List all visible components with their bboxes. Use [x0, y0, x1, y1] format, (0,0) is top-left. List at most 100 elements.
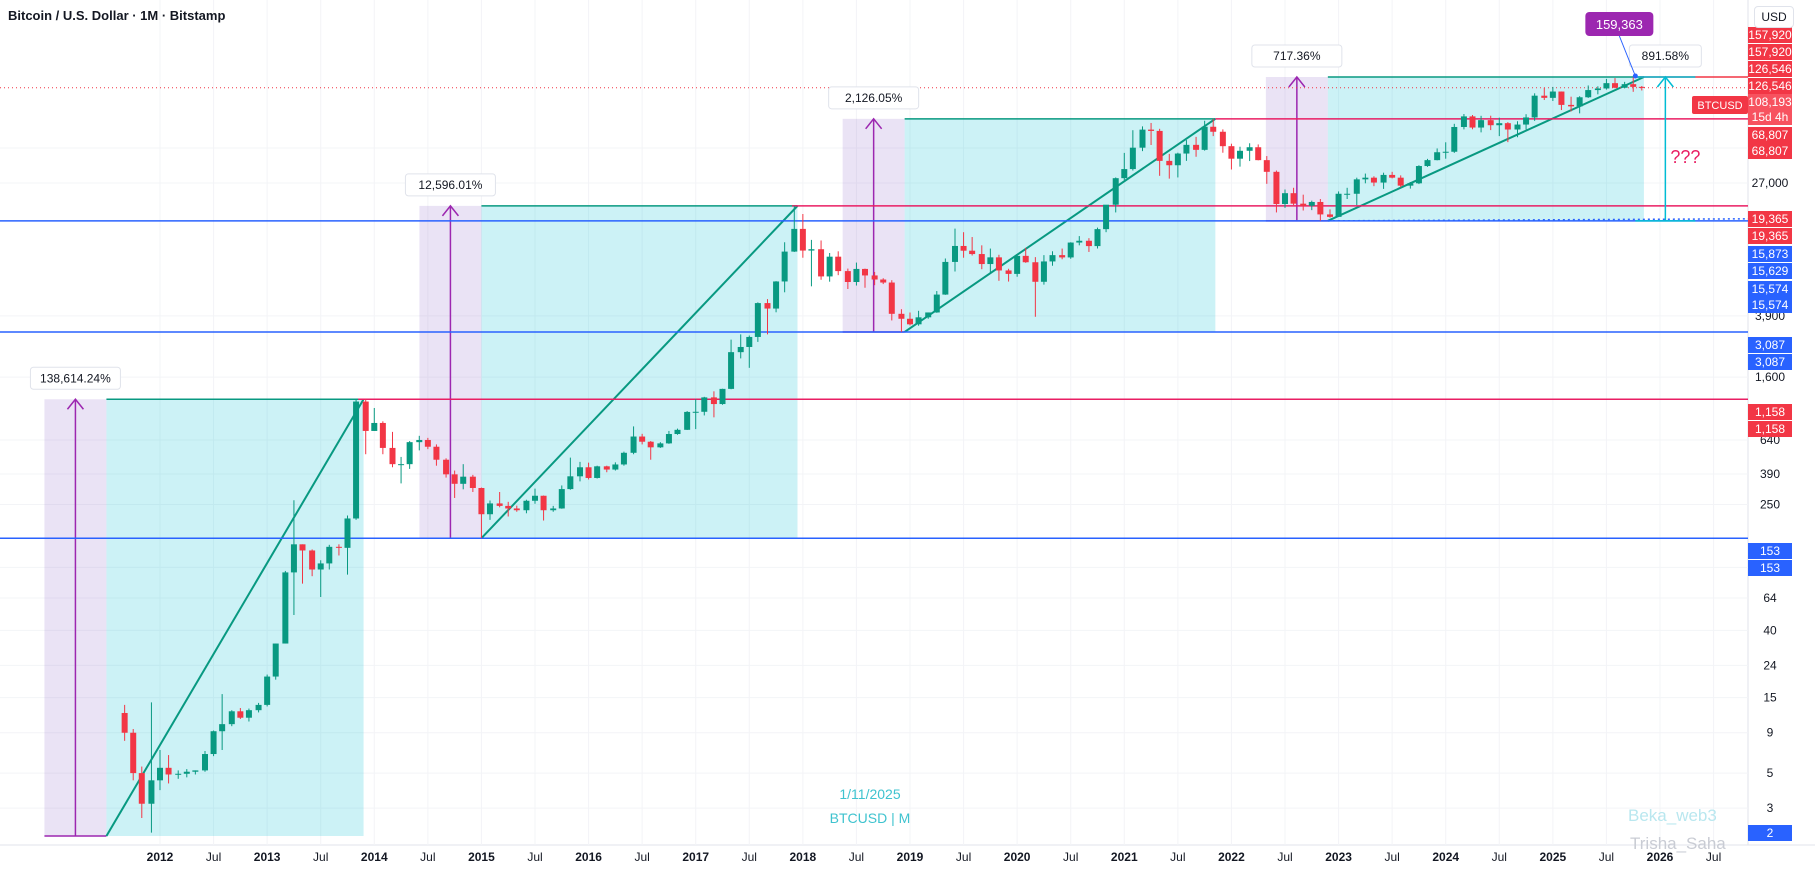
candle-body — [674, 429, 681, 435]
candle-body — [737, 346, 744, 353]
candle-body — [1156, 130, 1163, 161]
candle-body — [754, 303, 761, 337]
candle-body — [1085, 240, 1092, 247]
candle-body — [1576, 97, 1583, 107]
candle-body — [175, 773, 182, 775]
price-label: 126,546 — [1748, 62, 1792, 76]
candle-body — [1005, 270, 1012, 274]
candle-body — [1603, 83, 1610, 89]
x-tick-label: Jul — [742, 850, 757, 864]
candle-body — [1397, 177, 1404, 186]
candle-body — [1129, 147, 1136, 170]
candle-body — [1193, 144, 1200, 150]
candle-body — [1076, 240, 1083, 243]
price-label: 15,629 — [1752, 264, 1789, 278]
price-label-tag — [1748, 354, 1792, 370]
candle-body — [513, 508, 520, 511]
y-tick-label: 1,600 — [1755, 370, 1785, 384]
candle-body — [202, 754, 208, 771]
candle-body — [1362, 177, 1369, 180]
candle-body — [603, 466, 610, 470]
y-tick-label: 15 — [1763, 691, 1777, 705]
candle-body — [942, 261, 949, 295]
candle-body — [826, 256, 833, 277]
candle-body — [1380, 174, 1387, 183]
candle-body — [309, 550, 316, 570]
price-label-tag — [1748, 543, 1792, 559]
annotations: 138,614.24% 12,596.01% 2,126.05% 717.36%???… — [29, 12, 1748, 390]
candle-body — [1415, 166, 1422, 184]
candle-body — [255, 704, 262, 711]
candle-body — [326, 546, 333, 564]
x-tick-label: 2026 — [1647, 850, 1674, 864]
candle-body — [335, 546, 342, 548]
candle-body — [282, 572, 289, 644]
candle-body — [1112, 178, 1119, 205]
candle-body — [888, 282, 895, 314]
x-tick-label: Jul — [420, 850, 435, 864]
trend-line — [1327, 76, 1645, 222]
price-label-tag — [1748, 44, 1792, 60]
candle-body — [1059, 255, 1066, 258]
candle-body — [1370, 177, 1377, 183]
candle-body — [121, 712, 128, 733]
x-tick-label: Jul — [206, 850, 221, 864]
candle-body — [478, 487, 485, 515]
candle-body — [1638, 86, 1645, 88]
candle-body — [219, 724, 226, 732]
x-tick-label: 2013 — [254, 850, 281, 864]
y-tick-label: 27,000 — [1752, 176, 1789, 190]
symbol-badge — [1692, 96, 1748, 114]
candle-body — [1568, 104, 1575, 107]
candle-body — [1255, 147, 1262, 161]
target-badge-label: 159,363 — [1596, 17, 1643, 32]
candle-body — [1049, 255, 1056, 262]
x-tick-label: 2015 — [468, 850, 495, 864]
candle-body — [460, 476, 467, 484]
currency-button[interactable]: USD — [1754, 6, 1794, 28]
candle-body — [1612, 83, 1618, 88]
price-label-tag — [1748, 61, 1792, 77]
candle-body — [1451, 126, 1458, 152]
candle-body — [871, 275, 878, 280]
watermark-brand: Trisha_Saha — [1630, 834, 1726, 853]
candle-body — [272, 643, 279, 677]
y-tick-label: 40 — [1763, 623, 1777, 637]
candle-body — [228, 711, 235, 725]
candle-body — [960, 245, 967, 251]
candle-body — [925, 312, 932, 318]
watermark-author: Beka_web3 — [1628, 806, 1717, 825]
candle-body — [157, 767, 163, 781]
candle-body — [1237, 150, 1243, 159]
candle-body — [1424, 160, 1431, 167]
candle-body — [952, 245, 958, 262]
candle-body — [773, 281, 780, 309]
candle-body — [808, 249, 815, 251]
candle-body — [1504, 123, 1511, 130]
candle-body — [532, 495, 538, 501]
question-label: ??? — [1670, 147, 1700, 167]
x-tick-label: Jul — [1277, 850, 1292, 864]
candle-body — [1487, 120, 1494, 126]
candle-body — [317, 563, 324, 570]
candle-body — [639, 436, 646, 442]
arrow-head — [1288, 75, 1306, 88]
candle-body — [1282, 193, 1288, 205]
y-tick-label: 390 — [1760, 467, 1780, 481]
price-label-tag — [1748, 78, 1792, 94]
candle-body — [978, 254, 985, 265]
candle-body — [1478, 120, 1485, 128]
candle-body — [781, 251, 788, 282]
candle-body — [523, 500, 530, 511]
candle-body — [1014, 255, 1021, 274]
candle-body — [1308, 201, 1315, 206]
candle-body — [210, 731, 217, 755]
trend-line — [480, 205, 799, 539]
candle-body — [710, 397, 717, 405]
x-tick-label: 2018 — [790, 850, 817, 864]
x-tick-label: Jul — [1599, 850, 1614, 864]
candle-body — [138, 773, 145, 804]
candle-body — [424, 439, 431, 447]
candle-body — [344, 518, 351, 548]
